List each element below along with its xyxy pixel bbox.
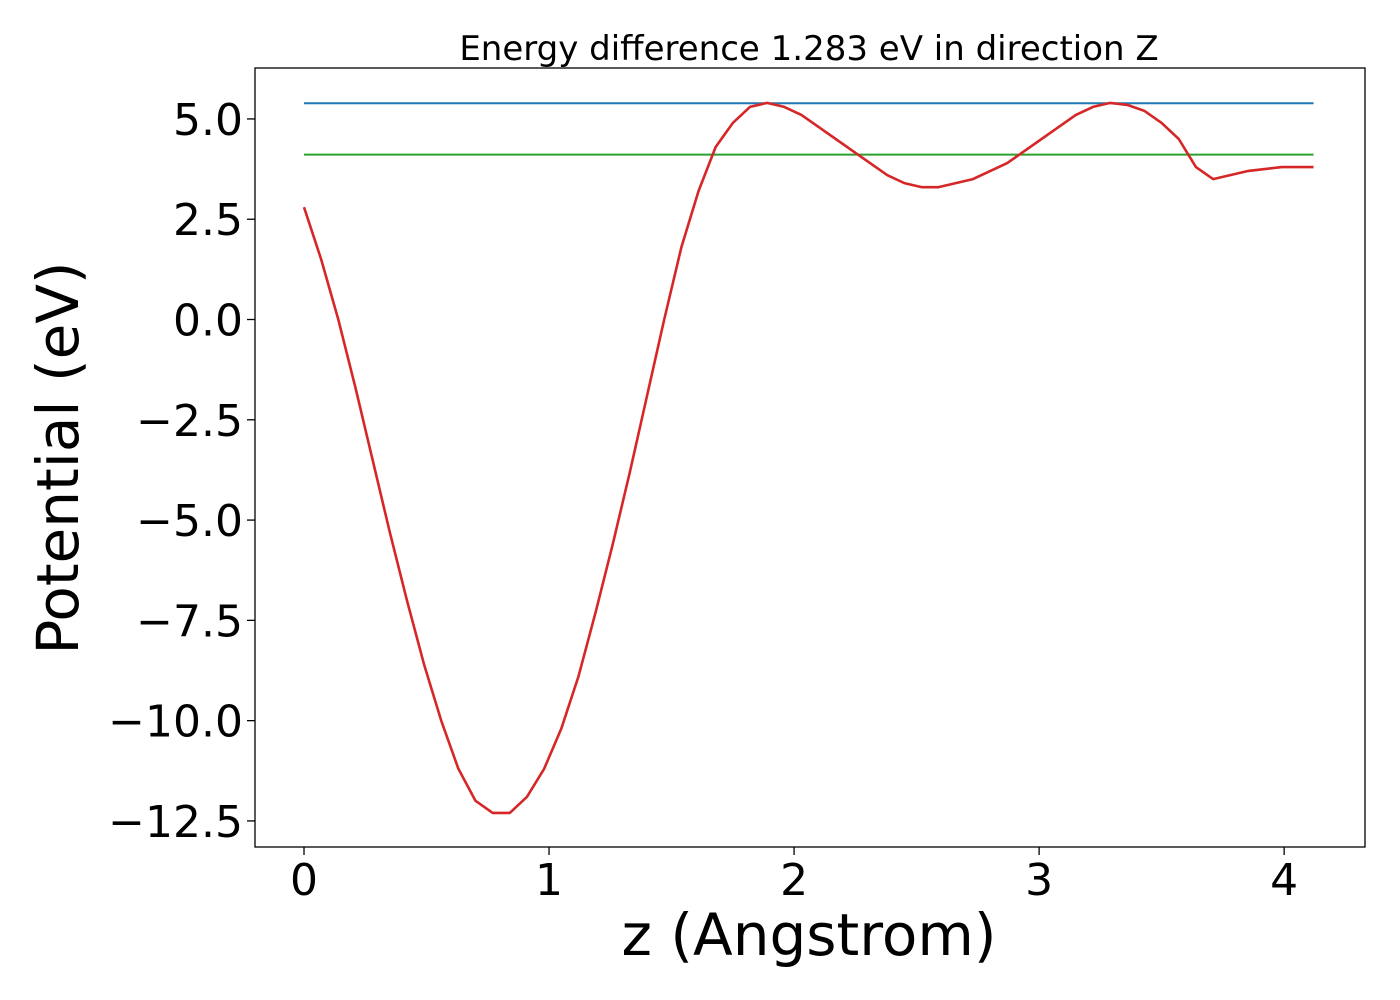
y-axis-label: Potential (eV) — [24, 261, 92, 654]
y-tick-label: 5.0 — [173, 95, 243, 146]
y-tick-label: −7.5 — [136, 596, 243, 647]
x-axis-ticks: 0 1 2 3 4 — [290, 847, 1298, 906]
y-tick-label: −2.5 — [136, 396, 243, 447]
reference-lines — [304, 102, 1314, 156]
y-tick-label: 2.5 — [173, 195, 243, 246]
y-tick-label: 0.0 — [173, 296, 243, 347]
x-axis-label: z (Angstrom) — [622, 901, 997, 969]
plot-frame — [254, 67, 1366, 848]
x-tick-label: 4 — [1270, 855, 1298, 906]
y-tick-label: −12.5 — [108, 797, 243, 848]
y-tick-label: −5.0 — [136, 496, 243, 547]
series-line-1 — [302, 101, 1314, 815]
y-axis-ticks: 5.0 2.5 0.0 −2.5 −5.0 −7.5 −10.0 −12.5 — [108, 95, 255, 848]
x-tick-label: 0 — [290, 855, 318, 906]
y-tick-label: −10.0 — [108, 697, 243, 748]
chart-title: Energy difference 1.283 eV in direction … — [459, 29, 1158, 69]
data-series — [302, 101, 1314, 815]
x-tick-label: 3 — [1025, 855, 1053, 906]
x-tick-label: 1 — [535, 855, 563, 906]
x-tick-label: 2 — [780, 855, 808, 906]
